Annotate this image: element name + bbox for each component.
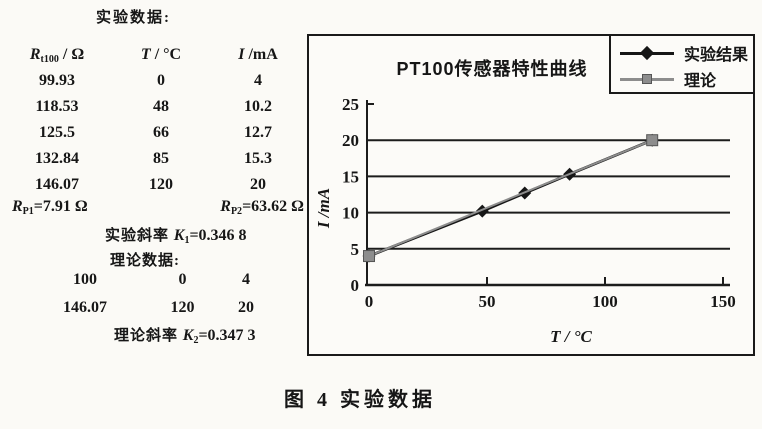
theory-data-heading: 理论数据:	[110, 253, 180, 269]
table-cell: 12.7	[244, 124, 272, 141]
table-cell: 99.93	[39, 72, 75, 89]
experimental-data-heading: 实验数据:	[96, 10, 171, 26]
table-cell: 48	[153, 98, 169, 115]
y-tick-label: 10	[342, 204, 359, 223]
square-marker-icon	[642, 74, 652, 84]
table-cell: 66	[153, 124, 169, 141]
table-row: 125.5 66 12.7	[8, 120, 300, 146]
experimental-data-table: Rt100 / Ω T / °C I /mA 99.93 0 4 118.53 …	[8, 42, 300, 198]
k1-value: K1=0.346 8	[173, 227, 247, 246]
theory-slope-label: 理论斜率	[114, 328, 179, 344]
y-tick-label: 25	[342, 95, 359, 114]
table-cell: 0	[157, 72, 165, 89]
x-axis-label: T / °C	[550, 327, 592, 346]
x-tick-label: 150	[710, 292, 736, 311]
table-cell: 120	[149, 176, 173, 193]
y-axis-label: I /mA	[314, 187, 333, 229]
table-cell: 120	[170, 299, 195, 316]
y-tick-label: 15	[342, 167, 359, 186]
theory-data-table: 100 0 4 146.07 120 20	[20, 266, 277, 322]
data-point-marker	[363, 250, 375, 263]
table-cell: 4	[254, 72, 262, 89]
table-cell: 20	[250, 176, 266, 193]
table-cell: 20	[238, 299, 254, 316]
figure-caption: 图 4 实验数据	[284, 389, 436, 411]
table-cell: 125.5	[39, 124, 75, 141]
y-tick-label: 5	[351, 240, 360, 259]
potentiometer-values-line: RP1=7.91 Ω RP2=63.62 Ω	[12, 198, 304, 217]
table-row: 100 0 4	[20, 266, 277, 294]
experimental-slope-label: 实验斜率	[105, 228, 170, 244]
table-cell: 146.07	[35, 176, 79, 193]
table-row: 99.93 0 4	[8, 68, 300, 94]
table-cell: 15.3	[244, 150, 272, 167]
column-header-current: I /mA	[238, 46, 278, 63]
y-tick-label: 20	[342, 131, 359, 150]
table-header-row: Rt100 / Ω T / °C I /mA	[8, 42, 300, 68]
legend-label-experimental: 实验结果	[684, 47, 749, 64]
table-cell: 100	[73, 271, 97, 288]
chart-title: PT100传感器特性曲线	[396, 59, 588, 79]
table-cell: 0	[178, 271, 187, 288]
table-cell: 10.2	[244, 98, 272, 115]
legend-row: 实验结果	[611, 40, 753, 66]
x-tick-label: 100	[592, 292, 618, 311]
column-header-resistance: Rt100 / Ω	[29, 45, 85, 65]
series-line-theory	[368, 139, 653, 257]
x-tick-label: 50	[479, 292, 496, 311]
rp1-value: RP1=7.91 Ω	[12, 198, 88, 217]
chart-plot-area: 0 50 100 150 0 5 10 15 20 25	[342, 95, 736, 311]
chart-frame: PT100传感器特性曲线 实验结果 理论 0 50 100 150 0 5 10 15 20 25…	[307, 34, 755, 356]
data-point-marker	[646, 134, 659, 147]
rp2-value: RP2=63.62 Ω	[220, 198, 304, 217]
k2-value: K2=0.347 3	[182, 327, 256, 346]
table-cell: 146.07	[63, 299, 107, 316]
table-cell: 4	[242, 271, 250, 288]
table-row: 146.07 120 20	[8, 172, 300, 198]
table-cell: 85	[153, 150, 169, 167]
legend-swatch	[620, 45, 674, 61]
column-header-temperature: T / °C	[140, 46, 182, 63]
theory-slope-line: 理论斜率 K2=0.347 3	[114, 324, 256, 346]
legend-row: 理论	[611, 66, 753, 92]
x-tick-label: 0	[365, 292, 374, 311]
table-row: 132.84 85 15.3	[8, 146, 300, 172]
legend-label-theory: 理论	[684, 73, 717, 90]
table-row: 146.07 120 20	[20, 294, 277, 322]
table-cell: 132.84	[35, 150, 79, 167]
table-cell: 118.53	[35, 98, 79, 115]
experimental-slope-line: 实验斜率 K1=0.346 8	[105, 224, 247, 246]
y-tick-label: 0	[351, 276, 360, 295]
table-row: 118.53 48 10.2	[8, 94, 300, 120]
legend-swatch	[620, 72, 674, 86]
chart-legend: 实验结果 理论	[609, 34, 755, 94]
